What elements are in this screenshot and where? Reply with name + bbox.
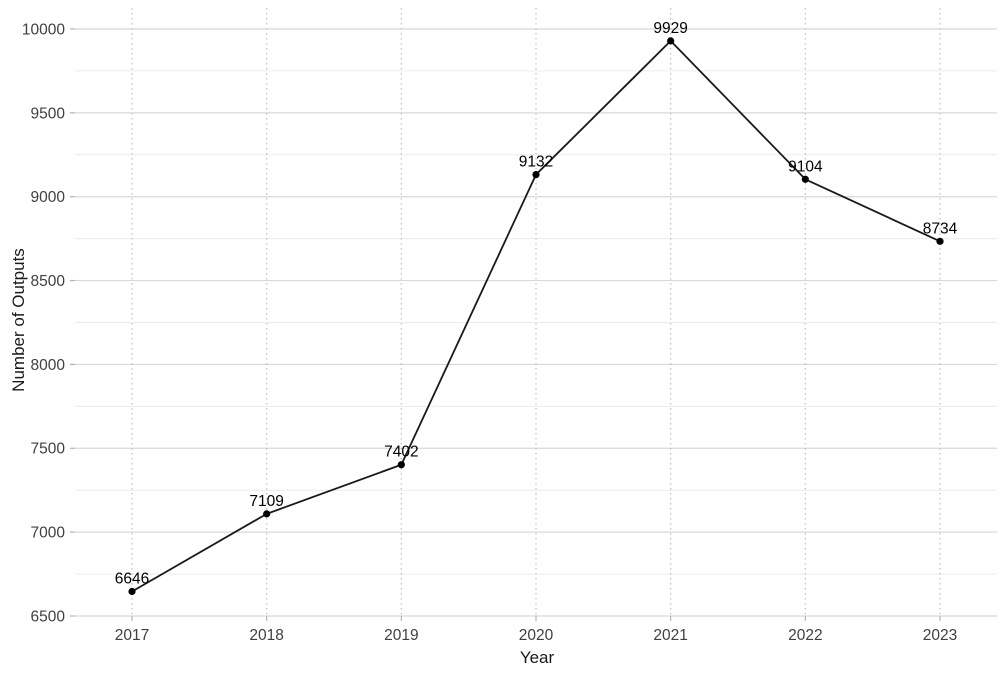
data-point — [263, 510, 271, 518]
y-tick-label: 9500 — [31, 105, 66, 122]
data-point — [532, 170, 540, 179]
y-tick-label: 8500 — [31, 273, 66, 290]
data-point — [667, 37, 675, 45]
y-tick-label: 8000 — [31, 357, 66, 374]
x-tick-label: 2021 — [653, 627, 687, 644]
data-point-label: 9132 — [519, 154, 553, 171]
data-point-label: 9929 — [653, 20, 687, 37]
x-tick-label: 2017 — [115, 627, 149, 644]
y-tick-label: 7500 — [31, 441, 66, 458]
data-point — [128, 587, 136, 596]
y-tick-label: 9000 — [31, 189, 66, 206]
data-point — [397, 461, 405, 469]
y-tick-label: 7000 — [31, 525, 66, 542]
y-tick-label: 6500 — [31, 608, 66, 625]
data-point-label: 8734 — [923, 220, 958, 237]
data-point-label: 7402 — [384, 444, 418, 461]
data-point-label: 7109 — [249, 493, 283, 510]
x-tick-label: 2020 — [519, 627, 554, 644]
x-tick-label: 2022 — [788, 627, 822, 644]
x-tick-label: 2018 — [249, 627, 283, 644]
y-axis-title: Number of Outputs — [9, 248, 28, 392]
x-axis-title: Year — [519, 648, 555, 667]
data-point — [936, 237, 944, 245]
y-tick-label: 10000 — [22, 21, 65, 38]
x-tick-label: 2023 — [923, 627, 957, 644]
data-point-label: 9104 — [788, 158, 823, 175]
data-point — [801, 175, 809, 183]
x-tick-label: 2019 — [384, 627, 418, 644]
data-point-label: 6646 — [115, 571, 149, 588]
